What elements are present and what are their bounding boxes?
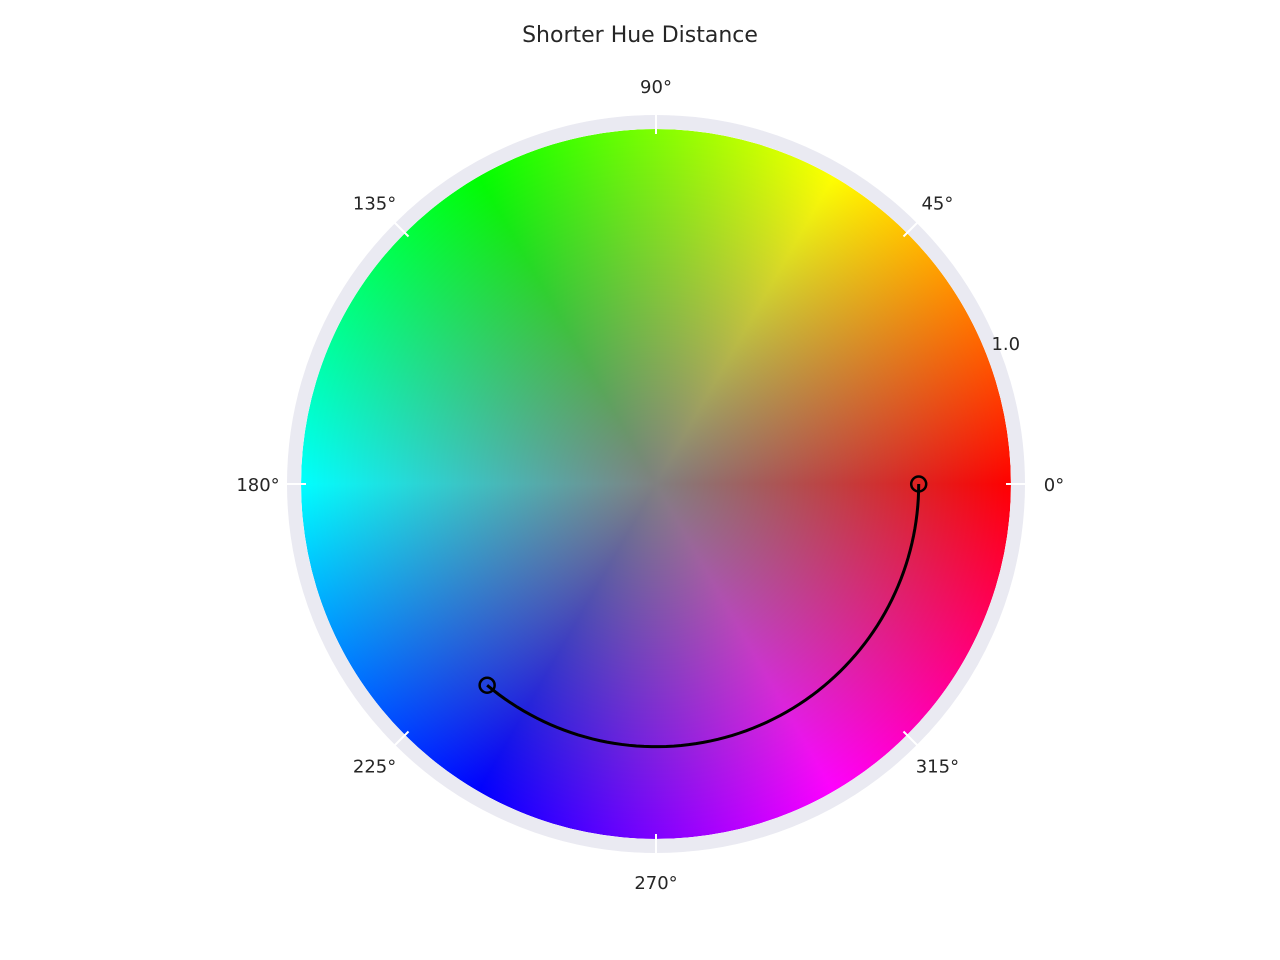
angle-tick-label-270: 270° — [634, 873, 677, 894]
angle-tick-label-180: 180° — [236, 475, 279, 496]
saturation-gradient — [301, 129, 1011, 839]
chart-title: Shorter Hue Distance — [522, 23, 758, 48]
radial-tick-label: 1.0 — [991, 334, 1020, 355]
angle-tick-label-135: 135° — [353, 194, 396, 215]
angle-tick-label-0: 0° — [1044, 475, 1064, 496]
hue-distance-path — [486, 483, 921, 749]
angle-tick-labels: 0° 45° 90° 135° 180° 225° 270° 315° — [236, 77, 1064, 894]
angle-tick-label-45: 45° — [921, 194, 953, 215]
angle-tick-225 — [393, 730, 410, 747]
angle-tick-45 — [902, 221, 919, 238]
angle-tick-label-315: 315° — [916, 756, 959, 777]
end-marker — [478, 676, 496, 694]
angle-tick-315 — [902, 730, 919, 747]
angle-tick-label-225: 225° — [353, 756, 396, 777]
start-marker — [909, 475, 928, 493]
hue-saturation-wheel — [301, 129, 1011, 839]
endpoint-markers — [478, 475, 928, 694]
angle-tick-label-90: 90° — [640, 77, 672, 98]
angle-tick-135 — [393, 221, 410, 238]
angular-grid — [286, 114, 1026, 854]
